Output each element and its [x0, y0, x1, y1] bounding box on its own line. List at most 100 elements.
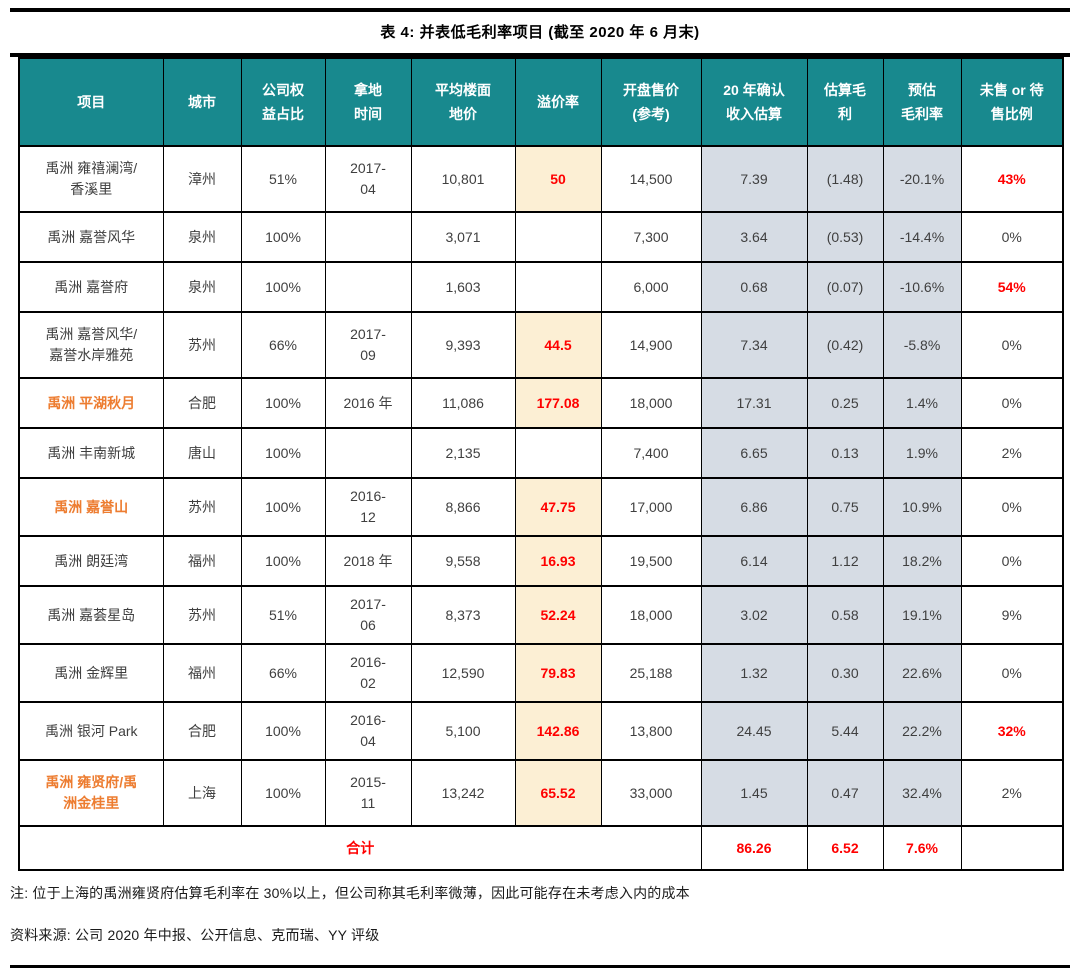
cell-gross-profit: 0.47: [806, 759, 884, 827]
cell-gross-margin: -10.6%: [882, 261, 962, 313]
column-header-4: 平均楼面 地价: [410, 57, 516, 147]
cell-equity-ratio: 100%: [240, 377, 326, 429]
cell-unsold-ratio: 0%: [960, 643, 1064, 703]
table-row: 禹洲 嘉誉风华/ 嘉誉水岸雅苑 苏州 66% 2017- 09 9,393 44.5 14,…: [18, 311, 1064, 379]
table-row: 禹洲 金辉里 福州 66% 2016- 02 12,590 79.83 25,188 1.32…: [18, 643, 1064, 703]
table-row: 禹洲 嘉誉风华 泉州 100% 3,071 7,300 3.64 (0.53) -14.4% 0…: [18, 211, 1064, 263]
table-row: 禹洲 银河 Park 合肥 100% 2016- 04 5,100 142.86 13,80…: [18, 701, 1064, 761]
cell-unsold-ratio: 0%: [960, 535, 1064, 587]
cell-equity-ratio: 66%: [240, 311, 326, 379]
cell-unsold-ratio: 2%: [960, 427, 1064, 479]
bottom-divider: [10, 965, 1070, 968]
cell-gross-profit: 0.58: [806, 585, 884, 645]
table-row: 禹洲 雍禧澜湾/ 香溪里 漳州 51% 2017- 04 10,801 50 14,500 7…: [18, 145, 1064, 213]
cell-avg-floor-price: 9,558: [410, 535, 516, 587]
cell-premium-rate: 52.24: [514, 585, 602, 645]
column-header-9: 预估 毛利率: [882, 57, 962, 147]
cell-avg-floor-price: 8,866: [410, 477, 516, 537]
cell-land-date: [324, 261, 412, 313]
cell-total-gross-profit: 6.52: [806, 825, 884, 871]
cell-avg-floor-price: 1,603: [410, 261, 516, 313]
cell-equity-ratio: 100%: [240, 535, 326, 587]
cell-project: 禹洲 嘉誉府: [18, 261, 164, 313]
cell-open-price: 19,500: [600, 535, 702, 587]
cell-land-date: [324, 211, 412, 263]
title-divider: [10, 53, 1070, 57]
cell-gross-margin: 10.9%: [882, 477, 962, 537]
cell-revenue-2020: 6.86: [700, 477, 808, 537]
cell-unsold-ratio: 0%: [960, 211, 1064, 263]
cell-city: 福州: [162, 643, 242, 703]
cell-equity-ratio: 51%: [240, 145, 326, 213]
cell-open-price: 6,000: [600, 261, 702, 313]
column-header-0: 项目: [18, 57, 164, 147]
cell-premium-rate: 79.83: [514, 643, 602, 703]
cell-revenue-2020: 1.32: [700, 643, 808, 703]
cell-gross-margin: 22.2%: [882, 701, 962, 761]
cell-gross-margin: 22.6%: [882, 643, 962, 703]
cell-land-date: 2016- 12: [324, 477, 412, 537]
cell-equity-ratio: 51%: [240, 585, 326, 645]
cell-equity-ratio: 100%: [240, 211, 326, 263]
cell-city: 福州: [162, 535, 242, 587]
cell-open-price: 13,800: [600, 701, 702, 761]
table-row: 禹洲 平湖秋月 合肥 100% 2016 年 11,086 177.08 18,000 17.…: [18, 377, 1064, 429]
cell-land-date: [324, 427, 412, 479]
cell-open-price: 14,900: [600, 311, 702, 379]
cell-open-price: 14,500: [600, 145, 702, 213]
cell-revenue-2020: 17.31: [700, 377, 808, 429]
cell-revenue-2020: 7.34: [700, 311, 808, 379]
footnote: 注: 位于上海的禹洲雍贤府估算毛利率在 30%以上，但公司称其毛利率微薄，因此可…: [10, 885, 690, 901]
table-row: 禹洲 嘉誉山 苏州 100% 2016- 12 8,866 47.75 17,000 6.86…: [18, 477, 1064, 537]
cell-avg-floor-price: 8,373: [410, 585, 516, 645]
cell-open-price: 7,300: [600, 211, 702, 263]
cell-gross-margin: -20.1%: [882, 145, 962, 213]
cell-premium-rate: [514, 211, 602, 263]
cell-avg-floor-price: 10,801: [410, 145, 516, 213]
cell-gross-profit: 0.25: [806, 377, 884, 429]
cell-gross-margin: 1.4%: [882, 377, 962, 429]
table-row: 禹洲 嘉誉府 泉州 100% 1,603 6,000 0.68 (0.07) -10.6% 54…: [18, 261, 1064, 313]
cell-open-price: 25,188: [600, 643, 702, 703]
cell-equity-ratio: 100%: [240, 477, 326, 537]
table-row: 禹洲 嘉荟星岛 苏州 51% 2017- 06 8,373 52.24 18,000 3.02…: [18, 585, 1064, 645]
table-row: 禹洲 丰南新城 唐山 100% 2,135 7,400 6.65 0.13 1.9% 2%: [18, 427, 1064, 479]
cell-unsold-ratio: 9%: [960, 585, 1064, 645]
data-source: 资料来源: 公司 2020 年中报、公开信息、克而瑞、YY 评级: [10, 927, 380, 943]
cell-revenue-2020: 24.45: [700, 701, 808, 761]
table-row: 禹洲 雍贤府/禹 洲金桂里 上海 100% 2015- 11 13,242 65.52 33…: [18, 759, 1064, 827]
cell-revenue-2020: 3.64: [700, 211, 808, 263]
cell-city: 上海: [162, 759, 242, 827]
cell-avg-floor-price: 3,071: [410, 211, 516, 263]
top-divider: [10, 8, 1070, 12]
cell-land-date: 2016- 02: [324, 643, 412, 703]
table-header: 项目 城市 公司权 益占比 拿地 时间 平均楼面 地价 溢价率 开盘售价 (参考) 20 年确…: [18, 57, 1064, 147]
cell-gross-margin: 19.1%: [882, 585, 962, 645]
cell-gross-margin: -14.4%: [882, 211, 962, 263]
cell-project: 禹洲 金辉里: [18, 643, 164, 703]
cell-premium-rate: 44.5: [514, 311, 602, 379]
cell-gross-margin: 32.4%: [882, 759, 962, 827]
cell-city: 泉州: [162, 211, 242, 263]
cell-open-price: 7,400: [600, 427, 702, 479]
cell-open-price: 17,000: [600, 477, 702, 537]
cell-city: 苏州: [162, 477, 242, 537]
cell-total-unsold: [960, 825, 1064, 871]
cell-project: 禹洲 嘉誉山: [18, 477, 164, 537]
column-header-7: 20 年确认 收入估算: [700, 57, 808, 147]
cell-land-date: 2017- 04: [324, 145, 412, 213]
cell-revenue-2020: 0.68: [700, 261, 808, 313]
cell-city: 合肥: [162, 377, 242, 429]
cell-total-revenue: 86.26: [700, 825, 808, 871]
cell-project: 禹洲 平湖秋月: [18, 377, 164, 429]
cell-city: 合肥: [162, 701, 242, 761]
total-row: 合计 86.26 6.52 7.6%: [18, 825, 1064, 871]
cell-land-date: 2016- 04: [324, 701, 412, 761]
cell-gross-profit: 5.44: [806, 701, 884, 761]
cell-premium-rate: 142.86: [514, 701, 602, 761]
cell-premium-rate: [514, 427, 602, 479]
cell-premium-rate: 50: [514, 145, 602, 213]
column-header-8: 估算毛 利: [806, 57, 884, 147]
cell-gross-profit: (0.42): [806, 311, 884, 379]
cell-total-gross-margin: 7.6%: [882, 825, 962, 871]
